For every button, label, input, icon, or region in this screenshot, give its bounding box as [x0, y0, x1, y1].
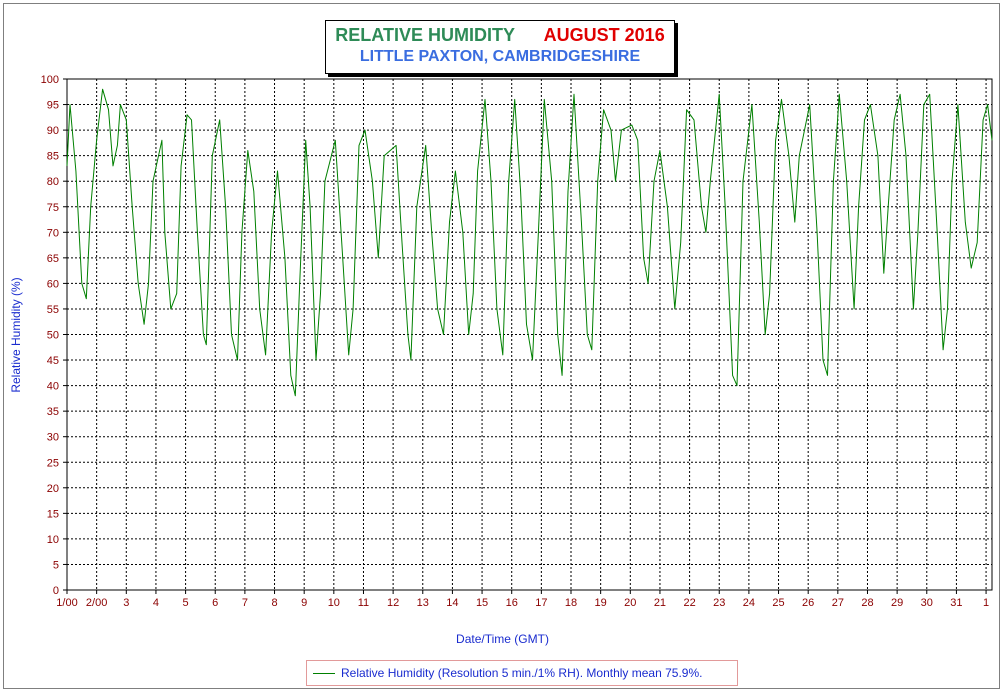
- y-tick-label: 40: [47, 381, 59, 393]
- x-tick-label: 29: [891, 597, 903, 609]
- y-tick-label: 100: [41, 74, 59, 86]
- title-box: RELATIVE HUMIDITY AUGUST 2016 LITTLE PAX…: [325, 20, 675, 74]
- chart-title: RELATIVE HUMIDITY: [335, 25, 515, 45]
- y-tick-label: 60: [47, 278, 59, 290]
- x-tick-label: 20: [624, 597, 636, 609]
- x-tick-label: 21: [654, 597, 666, 609]
- y-tick-label: 25: [47, 457, 59, 469]
- x-tick-label: 16: [506, 597, 518, 609]
- y-tick-label: 15: [47, 508, 59, 520]
- x-tick-label: 2/00: [86, 597, 107, 609]
- y-tick-label: 50: [47, 330, 59, 342]
- legend-swatch: [313, 672, 335, 674]
- x-tick-label: 3: [123, 597, 129, 609]
- x-axis-ticks: 1/00 2/00 3 4 5 6 7 8 9 10 11 12 13 14 15 16 17 18 19 20 21 2…: [56, 590, 989, 609]
- x-tick-label: 30: [921, 597, 933, 609]
- y-tick-label: 55: [47, 304, 59, 316]
- y-tick-label: 70: [47, 227, 59, 239]
- y-tick-label: 65: [47, 253, 59, 265]
- x-tick-label: 11: [358, 597, 369, 609]
- legend: Relative Humidity (Resolution 5 min./1% …: [306, 660, 738, 686]
- x-axis-label: Date/Time (GMT): [456, 632, 549, 646]
- x-tick-label: 5: [183, 597, 189, 609]
- x-tick-label: 17: [535, 597, 547, 609]
- x-tick-label: 31: [950, 597, 962, 609]
- x-tick-label: 23: [713, 597, 725, 609]
- legend-entry: Relative Humidity (Resolution 5 min./1% …: [341, 666, 703, 680]
- series-group: [66, 88, 993, 397]
- x-tick-label: 7: [242, 597, 248, 609]
- y-tick-label: 30: [47, 432, 59, 444]
- y-axis-label: Relative Humidity (%): [9, 277, 23, 393]
- x-tick-label: 18: [565, 597, 577, 609]
- y-tick-label: 90: [47, 125, 59, 137]
- x-tick-label: 19: [595, 597, 607, 609]
- y-tick-label: 20: [47, 483, 59, 495]
- series-line-0: [66, 88, 993, 397]
- y-tick-label: 10: [47, 534, 59, 546]
- grid: [66, 78, 993, 591]
- y-tick-label: 75: [47, 202, 59, 214]
- chart-title-month: AUGUST 2016: [543, 25, 665, 45]
- y-tick-label: 35: [47, 406, 59, 418]
- y-tick-label: 45: [47, 355, 59, 367]
- x-tick-label: 24: [743, 597, 755, 609]
- y-tick-label: 95: [47, 100, 59, 112]
- y-tick-label: 5: [53, 559, 59, 571]
- y-tick-label: 85: [47, 151, 59, 163]
- x-tick-label: 15: [476, 597, 488, 609]
- x-tick-label: 25: [772, 597, 784, 609]
- y-tick-label: 0: [53, 585, 59, 597]
- x-tick-label: 12: [387, 597, 399, 609]
- x-tick-label: 6: [212, 597, 218, 609]
- x-tick-label: 8: [271, 597, 277, 609]
- x-tick-label: 28: [861, 597, 873, 609]
- plot-area: [66, 78, 993, 591]
- x-tick-label: 9: [301, 597, 307, 609]
- x-tick-label: 1/00: [56, 597, 77, 609]
- y-axis-ticks: 0 5 10 15 20 25 30 35 40 45 50 55 60 65 70 75 80 85 90 95 10…: [41, 74, 67, 597]
- x-tick-label: 10: [328, 597, 340, 609]
- x-tick-label: 14: [446, 597, 458, 609]
- chart-subtitle: LITTLE PAXTON, CAMBRIDGESHIRE: [359, 48, 641, 65]
- x-tick-label: 27: [832, 597, 844, 609]
- x-tick-label: 22: [683, 597, 695, 609]
- x-tick-label: 1: [983, 597, 989, 609]
- y-tick-label: 80: [47, 176, 59, 188]
- x-tick-label: 4: [153, 597, 159, 609]
- x-tick-label: 26: [802, 597, 814, 609]
- chart-frame: [3, 3, 1000, 689]
- x-tick-label: 13: [417, 597, 429, 609]
